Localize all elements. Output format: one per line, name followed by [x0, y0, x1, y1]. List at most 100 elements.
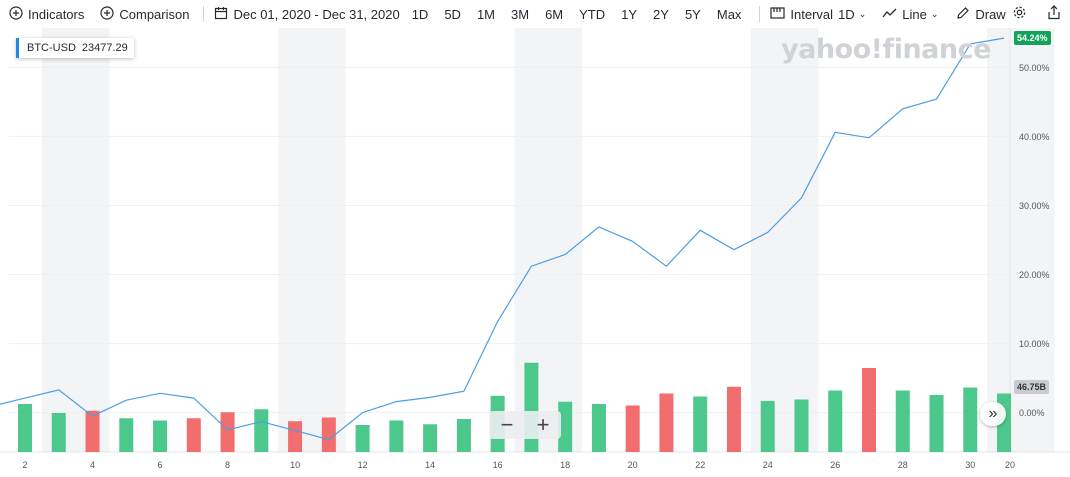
interval-label: Interval	[790, 6, 834, 22]
volume-bar	[659, 393, 674, 452]
date-range-button[interactable]: Dec 01, 2020 - Dec 31, 2020	[214, 0, 400, 28]
draw-label: Draw	[975, 6, 1006, 22]
range-3m-button[interactable]: 3M	[511, 6, 530, 22]
range-1y-button[interactable]: 1Y	[621, 6, 638, 22]
volume-bar	[85, 410, 100, 452]
x-tick-label: 16	[493, 460, 503, 470]
last-volume-badge: 46.75B	[1014, 379, 1050, 394]
y-tick-label: 20.00%	[1019, 270, 1050, 280]
y-tick-label: 10.00%	[1019, 339, 1050, 349]
volume-bar	[895, 390, 910, 452]
settings-button[interactable]	[1012, 0, 1027, 28]
interval-icon	[770, 6, 786, 23]
zoom-control: − +	[489, 411, 561, 439]
chevron-down-icon: ⌄	[930, 8, 939, 19]
volume-bar	[456, 419, 471, 452]
range-6m-button[interactable]: 6M	[545, 6, 564, 22]
y-tick-label: 40.00%	[1019, 132, 1050, 142]
volume-bar	[18, 404, 32, 452]
volume-bar	[153, 420, 168, 452]
calendar-icon	[214, 6, 228, 23]
volume-bar	[625, 405, 640, 452]
volume-bar	[693, 396, 708, 452]
date-range-label: Dec 01, 2020 - Dec 31, 2020	[233, 6, 400, 22]
x-tick-label: 12	[358, 460, 368, 470]
chart-type-button[interactable]: Line ⌄	[882, 0, 938, 28]
indicators-button[interactable]: Indicators	[9, 0, 84, 28]
range-1m-button[interactable]: 1M	[476, 6, 496, 22]
weekend-band	[41, 28, 110, 452]
y-tick-label: 50.00%	[1019, 63, 1050, 73]
legend-symbol: BTC-USD	[27, 42, 76, 54]
plus-circle-icon	[100, 5, 114, 23]
x-tick-label: 4	[90, 460, 95, 470]
x-tick-label: 2	[22, 460, 27, 470]
last-change-badge: 54.24%	[1014, 31, 1051, 46]
comparison-label: Comparison	[119, 6, 190, 22]
volume-bar	[794, 399, 809, 452]
share-icon	[1047, 5, 1061, 23]
x-tick-label: 6	[158, 460, 163, 470]
x-tick-label: 28	[898, 460, 908, 470]
gear-icon	[1012, 5, 1027, 23]
interval-button[interactable]: Interval 1D ⌄	[770, 0, 866, 28]
toolbar-divider	[203, 6, 205, 22]
price-line	[0, 37, 1005, 441]
price-chart[interactable]: 50.00%40.00%30.00%20.00%10.00%0.00%2 4 6 8 1…	[0, 28, 1070, 477]
range-5d-button[interactable]: 5D	[444, 6, 461, 22]
scroll-to-latest-button[interactable]: »	[980, 402, 1006, 426]
x-tick-label: 20	[628, 460, 638, 470]
plus-circle-icon	[9, 5, 23, 23]
y-tick-label: 30.00%	[1019, 201, 1050, 211]
volume-bar	[288, 421, 303, 452]
volume-bar	[321, 417, 336, 452]
toolbar-divider	[759, 6, 761, 22]
range-1d-button[interactable]: 1D	[411, 6, 429, 22]
interval-value: 1D	[838, 6, 855, 22]
x-tick-label: 8	[225, 460, 230, 470]
x-tick-label: 14	[425, 460, 435, 470]
zoom-out-button[interactable]: −	[500, 412, 514, 437]
x-tick-label: 20	[1005, 460, 1015, 470]
volume-bar	[862, 368, 876, 452]
volume-bar	[558, 401, 573, 452]
draw-button[interactable]: Draw	[956, 0, 1006, 28]
x-tick-label: 18	[560, 460, 570, 470]
x-tick-label: 10	[290, 460, 300, 470]
volume-bar	[220, 412, 235, 452]
volume-bar	[355, 425, 370, 452]
zoom-in-button[interactable]: +	[536, 412, 550, 437]
chevron-down-icon: ⌄	[858, 8, 867, 19]
line-chart-icon	[882, 7, 897, 22]
volume-bar	[119, 418, 134, 452]
chart-type-label: Line	[902, 6, 927, 22]
legend-value: 23477.29	[81, 42, 128, 54]
volume-bar	[254, 409, 269, 452]
volume-bar	[186, 418, 201, 452]
range-ytd-button[interactable]: YTD	[579, 6, 606, 22]
volume-bar	[963, 387, 978, 452]
x-tick-label: 30	[965, 460, 975, 470]
x-tick-label: 22	[695, 460, 705, 470]
volume-bar	[929, 395, 944, 452]
volume-bar	[591, 404, 606, 452]
x-tick-label: 24	[763, 460, 773, 470]
yahoo-finance-logo: yahoo!finance	[781, 34, 991, 65]
volume-bar	[423, 424, 438, 452]
double-chevron-right-icon: »	[988, 405, 998, 422]
range-selector: 1D 5D 1M 3M 6M YTD 1Y 2Y 5Y Max	[404, 0, 750, 28]
range-2y-button[interactable]: 2Y	[653, 6, 669, 22]
share-button[interactable]	[1047, 0, 1061, 28]
range-5y-button[interactable]: 5Y	[684, 6, 701, 22]
volume-bar	[828, 390, 843, 452]
volume-bar	[51, 413, 66, 452]
range-max-button[interactable]: Max	[716, 6, 742, 22]
chart-toolbar: Indicators Comparison Dec 01, 2020 - Dec…	[0, 0, 1070, 28]
weekend-band	[278, 28, 346, 452]
legend: BTC-USD 23477.29	[16, 38, 134, 58]
pencil-icon	[956, 6, 970, 23]
weekend-band	[750, 28, 819, 452]
comparison-button[interactable]: Comparison	[100, 0, 189, 28]
indicators-label: Indicators	[28, 6, 85, 22]
x-tick-label: 26	[830, 460, 840, 470]
